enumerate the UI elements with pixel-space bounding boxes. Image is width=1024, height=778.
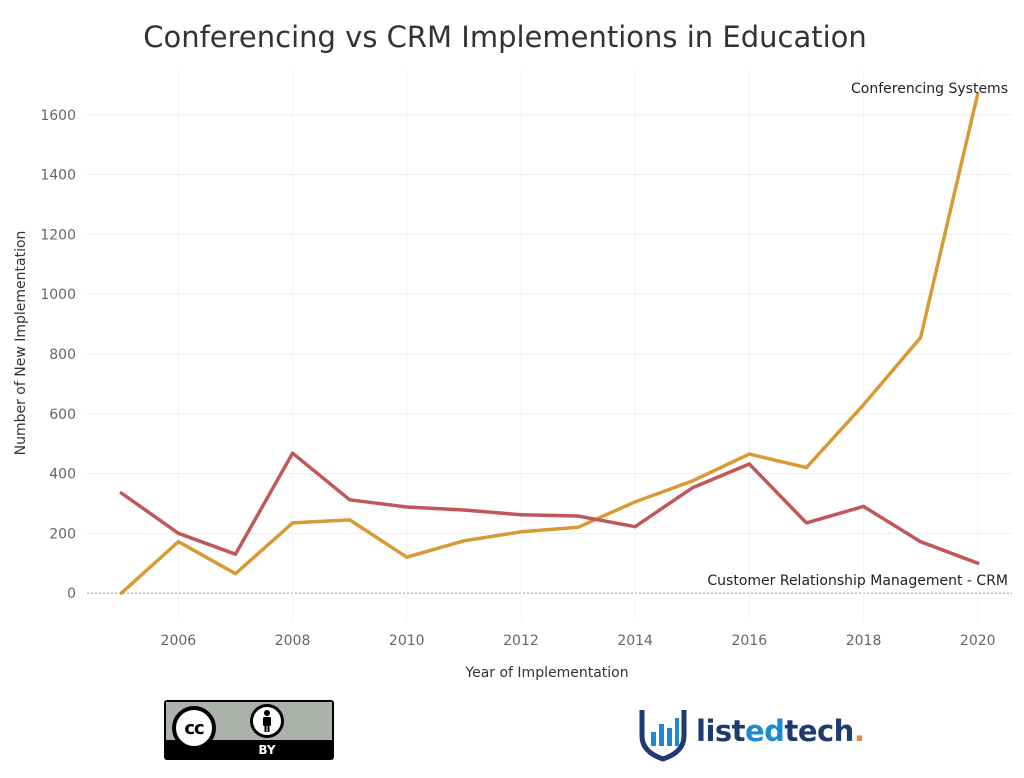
x-tick-label: 2018	[846, 633, 882, 649]
series-line-0	[119, 92, 980, 595]
x-tick-label: 2020	[960, 633, 996, 649]
brand-suffix: tech	[784, 714, 854, 748]
series-lines	[119, 92, 980, 595]
x-tick-label: 2012	[503, 633, 539, 649]
x-axis-title: Year of Implementation	[464, 665, 628, 681]
grid-lines	[87, 70, 1012, 620]
y-tick-label: 600	[49, 407, 76, 423]
y-tick-label: 1600	[40, 108, 76, 124]
x-tick-label: 2008	[275, 633, 311, 649]
series-label-conferencing: Conferencing Systems	[851, 81, 1008, 97]
y-tick-label: 1000	[40, 287, 76, 303]
y-tick-label: 1200	[40, 227, 76, 243]
y-axis-ticks: 0 200 400 600 800 1000 1200 1400 1600	[40, 108, 76, 602]
listedtech-logo: listedtech.	[638, 706, 878, 762]
cc-icon: cc	[172, 706, 216, 750]
brand-dot: .	[853, 714, 865, 748]
person-icon	[250, 704, 284, 738]
series-label-crm: Customer Relationship Management - CRM	[707, 573, 1008, 589]
y-tick-label: 0	[67, 586, 76, 602]
by-label: BY	[258, 743, 276, 757]
brand-accent: ed	[745, 714, 785, 748]
x-axis-ticks: 2006 2008 2010 2012 2014 2016 2018 2020	[161, 633, 996, 649]
x-tick-label: 2014	[617, 633, 653, 649]
y-tick-label: 800	[49, 347, 76, 363]
cc-by-license-badge: cc BY	[164, 700, 334, 760]
brand-name: listedtech.	[696, 714, 865, 748]
bar-chart-shield-icon	[639, 710, 687, 762]
x-tick-label: 2016	[732, 633, 768, 649]
series-line-1	[119, 451, 980, 565]
series-labels: Conferencing Systems Customer Relationshi…	[707, 81, 1008, 589]
y-axis-title: Number of New Implementation	[13, 231, 29, 456]
x-tick-label: 2010	[389, 633, 425, 649]
x-tick-label: 2006	[161, 633, 197, 649]
y-tick-label: 1400	[40, 168, 76, 184]
y-tick-label: 400	[49, 467, 76, 483]
y-tick-label: 200	[49, 526, 76, 542]
chart-title: Conferencing vs CRM Implementions in Edu…	[143, 20, 867, 54]
brand-prefix: list	[696, 714, 746, 748]
